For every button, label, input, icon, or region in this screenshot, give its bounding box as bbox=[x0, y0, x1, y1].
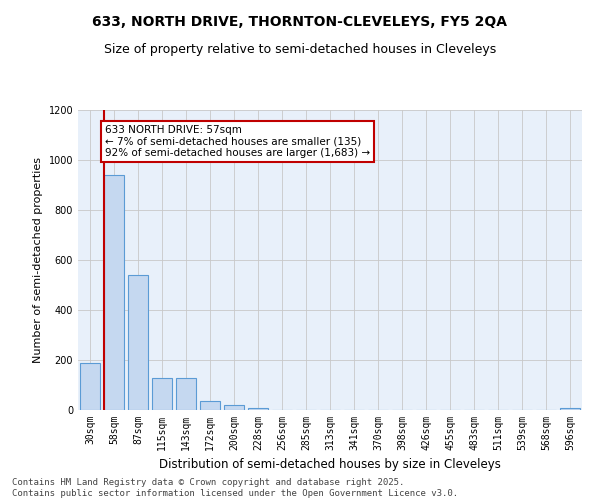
Bar bbox=[152, 378, 172, 410]
Bar bbox=[80, 362, 100, 410]
Bar bbox=[176, 378, 196, 410]
Bar bbox=[128, 275, 148, 410]
Bar bbox=[200, 401, 220, 410]
Bar bbox=[560, 408, 580, 410]
Text: 633 NORTH DRIVE: 57sqm
← 7% of semi-detached houses are smaller (135)
92% of sem: 633 NORTH DRIVE: 57sqm ← 7% of semi-deta… bbox=[105, 125, 370, 158]
Bar bbox=[248, 408, 268, 410]
Text: Size of property relative to semi-detached houses in Cleveleys: Size of property relative to semi-detach… bbox=[104, 42, 496, 56]
Y-axis label: Number of semi-detached properties: Number of semi-detached properties bbox=[33, 157, 43, 363]
Bar bbox=[224, 405, 244, 410]
Text: 633, NORTH DRIVE, THORNTON-CLEVELEYS, FY5 2QA: 633, NORTH DRIVE, THORNTON-CLEVELEYS, FY… bbox=[92, 15, 508, 29]
Text: Contains HM Land Registry data © Crown copyright and database right 2025.
Contai: Contains HM Land Registry data © Crown c… bbox=[12, 478, 458, 498]
X-axis label: Distribution of semi-detached houses by size in Cleveleys: Distribution of semi-detached houses by … bbox=[159, 458, 501, 471]
Bar bbox=[104, 175, 124, 410]
